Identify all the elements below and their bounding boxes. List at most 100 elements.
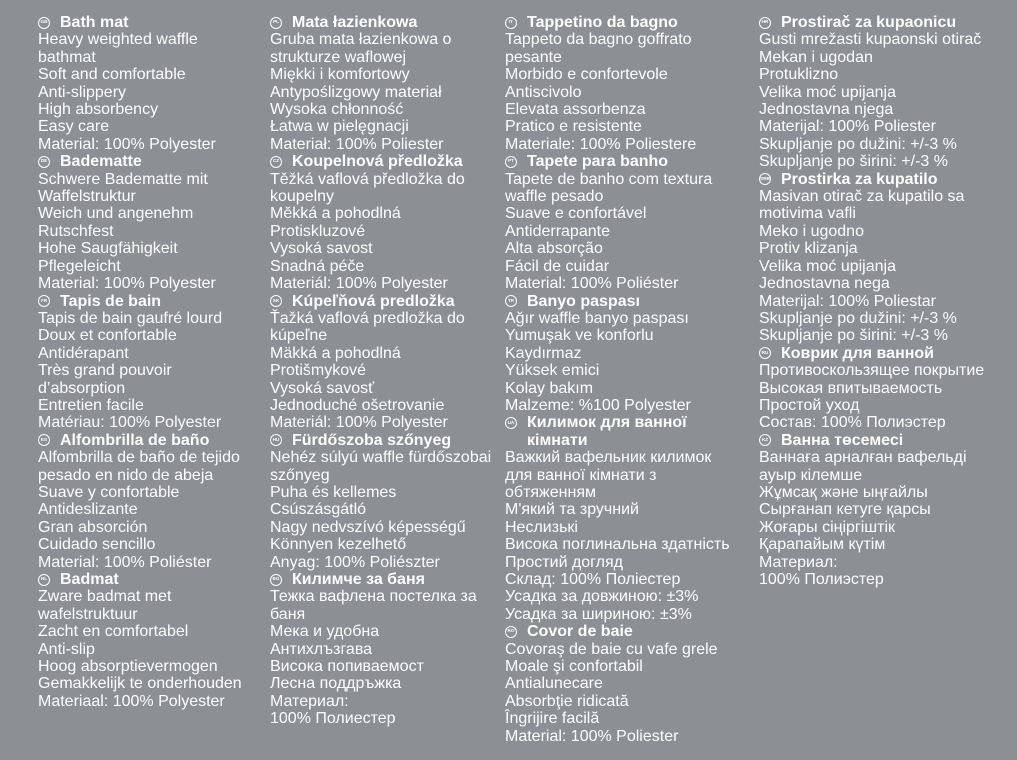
feature-line: Hohe Saugfähigkeit (38, 240, 178, 258)
feature-line: Material: 100% Polyester (38, 275, 216, 293)
feature-line: Усадка за довжиною: ±3% (505, 588, 699, 606)
language-title: IT Tappetino da bagno (505, 14, 741, 31)
language-title-text: Tappetino da bagno (527, 14, 678, 31)
language-title-text: Tapis de bain (60, 292, 162, 310)
feature-line: Materijal: 100% Poliester (759, 118, 936, 136)
country-code-badge-pt: PT (505, 155, 517, 168)
feature-line: Gusti mrežasti kupaonski otirač (759, 31, 982, 49)
language-title-text: Alfombrilla de baño (60, 431, 210, 449)
feature-line: Malzeme: %100 Polyester (505, 396, 691, 414)
feature-line: Měkká a pohodlná (270, 205, 401, 223)
feature-line: Moale şi confortabil (505, 658, 643, 676)
language-title: SK Kúpeľňová predložka (270, 293, 498, 310)
feature-line: Easy care (38, 118, 110, 136)
feature-line: Ťažká vaflová predložka do kúpeľne (270, 309, 465, 345)
feature-line: Très grand pouvoir d’absorption (38, 362, 172, 397)
country-code-badge-kz: KZ (759, 434, 771, 447)
feature-line: Сырғанап кетуге қарсы (759, 501, 931, 519)
country-code-badge-it: IT (505, 16, 517, 29)
feature-line: Противоскользящее покрытие (759, 362, 985, 380)
feature-line: Material: 100% Poliester (505, 727, 679, 745)
feature-line: Жоғары сіңіргіштік (759, 518, 896, 536)
feature-line: Meko i ugodno (759, 222, 864, 240)
feature-line: Masivan otirač za kupatilo sa motivima v… (759, 188, 965, 223)
feature-line: Состав: 100% Полиэстер (759, 414, 946, 432)
feature-line: Vysoká savosť (270, 379, 375, 397)
feature-line: Antiderrapante (505, 222, 610, 240)
feature-line: Suave y confortable (38, 483, 180, 501)
feature-line: Cuidado sencillo (38, 536, 156, 554)
feature-line: Schwere Badematte mit Waffelstruktur (38, 170, 208, 206)
language-title-text: Килимче за баня (292, 571, 425, 588)
feature-line: Materiale: 100% Poliestere (505, 135, 697, 153)
feature-line: Jednostavna nega (759, 275, 890, 293)
country-code-badge-sk: SK (270, 295, 282, 307)
country-code-badge-es: ES (38, 434, 50, 447)
language-section-tr: TR Banyo paspası Ağır waffle banyo paspası… (505, 293, 741, 415)
feature-line: Важкий вафельник килимок для ванної кімн… (505, 449, 712, 501)
feature-line: Protiv klizanja (759, 240, 858, 258)
country-code-badge-ua: UA (505, 416, 517, 429)
language-title-text: Ванна төсемесі (781, 431, 904, 449)
feature-line: Gran absorción (38, 518, 148, 536)
feature-line: Лесна поддръжка (270, 675, 402, 693)
feature-line: Высокая впитываемость (759, 379, 943, 397)
country-code-badge-gb: GB (38, 16, 50, 29)
feature-line: Soft and comfortable (38, 66, 186, 84)
feature-line: Склад: 100% Поліестер (505, 571, 681, 588)
feature-line: Weich und angenehm (38, 205, 194, 223)
feature-line: М'який та зручний (505, 501, 639, 519)
feature-line: Nehéz súlyú waffle fürdőszobai szőnyeg (270, 449, 492, 484)
feature-line: Material: 100% Poliéster (505, 275, 679, 293)
language-title: TR Banyo paspası (505, 293, 741, 310)
language-title: FR Tapis de bain (38, 293, 260, 310)
language-title: HR Prostirač za kupaonicu (759, 14, 997, 31)
language-column-3: IT Tappetino da bagno Tappeto da bagno gof… (505, 14, 741, 745)
feature-line: Anti-slip (38, 640, 95, 658)
language-section-sk: SK Kúpeľňová predložka Ťažká vaflová predl… (270, 293, 498, 432)
feature-line: Yüksek emici (505, 362, 600, 380)
feature-line: Jednoduché ošetrovanie (270, 396, 445, 414)
language-section-cz: CZ Koupelnová předložka Těžká vaflová před… (270, 153, 498, 292)
feature-line: Entretien facile (38, 396, 144, 414)
language-title: BG Килимче за баня (270, 571, 498, 588)
feature-line: Alta absorção (505, 240, 603, 258)
language-column-1: GB Bath mat Heavy weighted waffle bathmat S… (38, 14, 260, 710)
language-title-text: Bath mat (60, 14, 129, 31)
language-title: HU Fürdőszoba szőnyeg (270, 432, 498, 449)
country-code-badge-hu: HU (270, 434, 282, 447)
language-title-text: Badematte (60, 153, 142, 171)
language-section-de: DE Badematte Schwere Badematte mit Waffels… (38, 153, 260, 292)
language-title-text: Banyo paspası (527, 292, 640, 310)
feature-line: Skupljanje po dužini: +/-3 % (759, 135, 957, 153)
feature-line: Материал: (270, 692, 349, 710)
feature-line: Antiscivolo (505, 83, 582, 101)
feature-line: Қарапайым күтім (759, 536, 886, 554)
feature-line: Усадка за шириною: ±3% (505, 605, 692, 623)
language-title-text: Badmat (60, 571, 119, 588)
feature-line: Skupljanje po dužini: +/-3 % (759, 309, 957, 327)
language-title: PT Tapete para banho (505, 153, 741, 170)
feature-line: Простий догляд (505, 553, 623, 571)
feature-line: Ваннаға арналған вафельді ауыр кілемше (759, 449, 967, 484)
feature-line: Puha és kellemes (270, 483, 397, 501)
country-code-badge-de: DE (38, 155, 50, 168)
feature-line: Skupljanje po širini: +/-3 % (759, 153, 948, 171)
feature-line: Висока попиваемост (270, 658, 424, 676)
feature-line: Неслизькі (505, 518, 578, 536)
feature-line: Elevata assorbenza (505, 101, 646, 119)
language-section-srb: SRB Prostirka za kupatilo Masivan otirač z… (759, 171, 997, 345)
feature-line: Tapete de banho com textura waffle pesad… (505, 170, 713, 206)
language-title: UA Килимок для ванної кімнати (505, 414, 741, 449)
feature-line: Velika moć upijanja (759, 83, 896, 101)
language-title-text: Prostirka za kupatilo (781, 170, 938, 188)
feature-line: Antypoślizgowy materiał (270, 83, 442, 101)
language-section-bg: BG Килимче за баня Тежка вафлена постелка … (270, 571, 498, 728)
language-title: ES Alfombrilla de baño (38, 432, 260, 449)
country-code-badge-nl: NL (38, 573, 50, 586)
language-title-text: Covor de baie (527, 623, 633, 641)
feature-line: Îngrijire facilă (505, 710, 600, 728)
feature-line: Anyag: 100% Poliészter (270, 553, 440, 571)
country-code-badge-srb: SRB (759, 173, 771, 186)
language-title: RO Covor de baie (505, 623, 741, 640)
